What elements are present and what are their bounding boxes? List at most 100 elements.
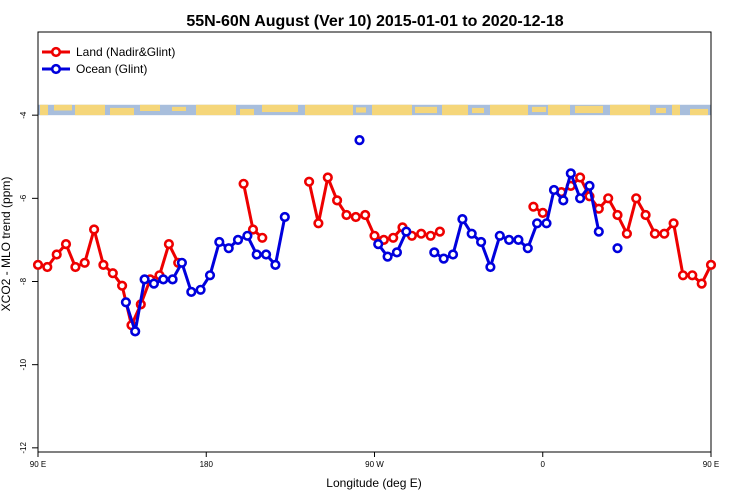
data-point	[350, 211, 361, 223]
data-point	[574, 172, 586, 183]
data-point	[528, 201, 539, 212]
strip-land-mass	[40, 104, 48, 116]
y-axis: -4 -6 -8 -10 -12	[19, 111, 38, 454]
data-point	[434, 226, 446, 237]
data-point	[369, 230, 380, 241]
x-axis-label: Longitude (deg E)	[326, 476, 421, 490]
data-point	[677, 270, 689, 281]
data-point	[257, 232, 268, 243]
data-point	[204, 270, 216, 281]
strip-land-mass	[442, 104, 468, 116]
legend-land-label: Land (Nadir&Glint)	[76, 45, 175, 59]
data-point	[574, 193, 586, 204]
data-point	[668, 218, 679, 229]
strip-land-mass	[75, 104, 105, 116]
series-layer	[32, 135, 717, 337]
strip-land-mass	[305, 104, 353, 116]
data-point	[238, 178, 249, 189]
data-point	[261, 249, 272, 260]
strip-land-mass	[656, 107, 666, 114]
strip-land-mass	[196, 104, 236, 116]
data-point	[705, 259, 717, 271]
data-point	[42, 261, 53, 273]
legend-ocean-label: Ocean (Glint)	[76, 62, 147, 76]
strip-land-mass	[356, 107, 366, 113]
land-ocean-strip	[38, 104, 711, 116]
data-point	[485, 261, 496, 273]
data-point	[603, 193, 614, 204]
series-ocean	[120, 135, 623, 337]
y-tick-label: -4	[19, 111, 28, 119]
strip-land-mass	[548, 104, 570, 116]
data-point	[640, 209, 651, 221]
legend: Land (Nadir&Glint) Ocean (Glint)	[42, 45, 175, 76]
data-point	[531, 218, 543, 229]
data-point	[98, 259, 109, 271]
y-tick-label: -8	[19, 277, 28, 285]
data-point	[163, 239, 174, 250]
data-point	[332, 195, 343, 206]
data-point	[537, 207, 548, 218]
data-point	[232, 234, 244, 245]
data-point	[425, 230, 436, 241]
data-point	[494, 230, 505, 241]
data-point	[360, 209, 371, 221]
data-point	[447, 249, 459, 260]
series-land	[32, 172, 717, 331]
data-point	[341, 209, 352, 221]
data-point	[116, 280, 128, 291]
data-point	[148, 278, 159, 289]
data-point	[158, 274, 169, 285]
data-point	[373, 239, 384, 250]
data-point	[186, 286, 197, 298]
data-point	[565, 168, 576, 179]
strip-land-mass	[690, 108, 708, 116]
strip-land	[40, 104, 708, 116]
data-point	[548, 184, 560, 196]
strip-land-mass	[472, 107, 484, 114]
data-point	[279, 211, 290, 223]
strip-land-mass	[415, 106, 437, 114]
y-tick-label: -6	[19, 194, 28, 202]
y-tick-label: -10	[19, 358, 28, 370]
data-point	[649, 228, 661, 239]
data-point	[354, 135, 365, 146]
strip-land-mass	[575, 105, 603, 114]
data-point	[584, 180, 595, 191]
data-point	[541, 218, 552, 229]
data-point	[631, 193, 642, 204]
legend-ocean-marker	[50, 63, 62, 75]
data-point	[659, 228, 670, 239]
strip-land-mass	[54, 104, 72, 111]
data-point	[558, 195, 569, 206]
x-tick-label: 0	[541, 460, 546, 469]
data-point	[696, 278, 707, 289]
data-point	[612, 243, 623, 254]
data-point	[391, 247, 403, 258]
data-point	[612, 209, 623, 221]
data-point	[139, 274, 150, 285]
y-tick-label: -12	[19, 442, 28, 454]
data-point	[242, 230, 253, 241]
strip-land-mass	[672, 104, 680, 116]
data-point	[382, 251, 393, 262]
strip-land-mass	[490, 104, 528, 116]
data-point	[466, 228, 477, 239]
strip-land-mass	[110, 107, 134, 116]
legend-land-marker	[50, 46, 62, 58]
data-point	[429, 247, 440, 258]
strip-land-mass	[140, 104, 160, 112]
data-point	[88, 224, 100, 235]
data-point	[416, 228, 427, 239]
strip-land-mass	[532, 106, 546, 113]
data-point	[70, 261, 81, 273]
data-point	[195, 284, 206, 295]
chart-title: 55N-60N August (Ver 10) 2015-01-01 to 20…	[186, 13, 563, 30]
data-point	[438, 253, 449, 264]
x-tick-label: 90 W	[365, 460, 384, 469]
data-point	[130, 326, 141, 337]
x-tick-label: 90 E	[703, 460, 719, 469]
data-point	[120, 297, 131, 308]
data-point	[214, 236, 225, 248]
